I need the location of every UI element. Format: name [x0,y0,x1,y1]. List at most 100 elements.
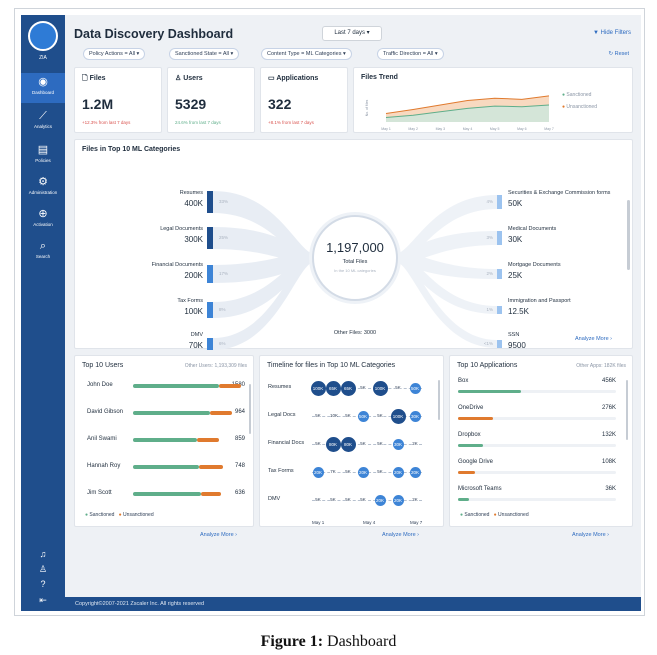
timeline-bubble[interactable]: 20K [312,466,324,478]
timeline-analyze-more-link[interactable]: Analyze More › [382,532,420,538]
timeline-bubble[interactable]: 5K [395,385,401,391]
apps-analyze-more-link[interactable]: Analyze More › [572,532,610,538]
timeline-bubble[interactable]: 5K [330,497,336,503]
timeline-bubble[interactable]: 100K [390,408,406,424]
users-scrollbar[interactable] [249,384,251,434]
trend-tick-label: May 6 [517,127,527,131]
users-card[interactable]: ♙ Users 5329 24.6% from last 7 days [167,67,255,133]
filter-label: Content Type = ML Categories [267,51,342,57]
apps-card[interactable]: ▭ Applications 322 +8.1% from last 7 day… [260,67,348,133]
top-users-title: Top 10 Users [82,362,124,369]
timeline-bubble[interactable]: 20K [409,466,421,478]
apps-scrollbar[interactable] [626,380,628,440]
timeline-bubble[interactable]: 30K [392,438,404,450]
left-category-pct: 17% [219,271,229,276]
timeline-scrollbar[interactable] [438,380,440,420]
sidebar-item-policies[interactable]: ▤ Policies [21,141,65,171]
timeline-bubble[interactable]: 5K [377,469,383,475]
left-category-bar[interactable] [207,338,213,350]
timeline-bubble[interactable]: 10K [330,413,339,419]
hide-filters-link[interactable]: ▼ Hide Filters [593,30,631,36]
timeline-bubble[interactable]: 50K [357,410,369,422]
timeline-bubble[interactable]: 5K [315,441,321,447]
timeline-bubble[interactable]: 50K [409,382,421,394]
timeline-bubble[interactable]: 20K [357,466,369,478]
timeline-bubble[interactable]: 100K [372,380,388,396]
timeline-bubble[interactable]: 5K [345,497,351,503]
user-file-count: 964 [234,409,245,415]
users-analyze-more-link[interactable]: Analyze More › [200,532,238,538]
users-value: 5329 [175,96,207,112]
total-files-label: Total Files [342,259,368,265]
timeline-bubble[interactable]: 5K [360,441,366,447]
timeline-bubble[interactable]: 30K [409,410,421,422]
timeline-bubble[interactable]: 65K [325,380,341,396]
timeline-bubble[interactable]: 80K [340,436,356,452]
analyze-more-label: Analyze More [200,532,234,538]
sidebar-item-activation[interactable]: ⊕ Activation [21,205,65,235]
right-category-bar[interactable] [497,340,502,348]
timeline-bubble[interactable]: 20K [392,494,404,506]
apps-card-title: ▭ Applications [268,74,318,82]
files-card[interactable]: 🗋 Files 1.2M +12.3% from last 7 days [74,67,162,133]
timeline-bubble[interactable]: 5K [360,385,366,391]
user-icon[interactable]: ♙ [38,564,48,574]
filter-sanctioned-state[interactable]: Sanctioned State = All ▾ [169,48,240,60]
timeline-bubble[interactable]: 20K [392,466,404,478]
help-icon[interactable]: ? [40,579,46,589]
app-bar-track [458,444,616,447]
globe-logo-icon[interactable] [28,21,58,51]
filter-policy-actions[interactable]: Policy Actions = All ▾ [83,48,146,60]
timeline-bubble[interactable]: 2K [412,497,418,503]
left-category-bar[interactable] [207,302,213,318]
trend-tick-label: May 2 [408,127,418,131]
timeline-bubble[interactable]: 65K [340,380,356,396]
reset-button[interactable]: ↻ Reset [608,51,629,57]
right-category-bar[interactable] [497,269,502,279]
filter-content-type[interactable]: Content Type = ML Categories ▾ [261,48,352,60]
legend-label: Sanctioned [566,92,592,98]
main-content: Data Discovery Dashboard Last 7 days ▾ ▼… [65,15,641,597]
timeline-bubble[interactable]: 5K [345,469,351,475]
timeline-bubble[interactable]: 5K [345,413,351,419]
right-category-pct: 3% [486,235,493,240]
unsanctioned-dot-icon: ● [493,512,497,518]
timeline-bubble[interactable]: 2K [412,441,418,447]
timeline-bubble[interactable]: 5K [377,441,383,447]
ml-title: Files in Top 10 ML Categories [82,146,181,153]
sidebar-item-dashboard[interactable]: ◉ Dashboard [21,73,65,103]
scrollbar[interactable] [627,200,630,270]
right-category-bar[interactable] [497,195,502,209]
timeline-bubble[interactable]: 20K [374,494,386,506]
sidebar-item-analytics[interactable]: ⟋ Analytics [21,107,65,137]
right-category-value: 25K [508,271,523,280]
left-category-bar[interactable] [207,265,213,283]
sidebar-item-search[interactable]: ⌕ Search [21,237,65,267]
right-category-pct: 1% [486,307,493,312]
other-files: Other Files: 3000 [333,330,377,336]
right-category-name: Mortgage Documents [508,262,561,268]
filter-label: Traffic Direction = All [383,51,434,57]
timeline-bubble[interactable]: 5K [315,497,321,503]
timeline-bubble[interactable]: 100K [310,380,326,396]
analyze-more-link[interactable]: Analyze More › [575,336,613,342]
left-category-bar[interactable] [207,227,213,249]
collapse-icon[interactable]: ⇤ [39,595,47,605]
timeline-category: Financial Docs [268,440,305,446]
apps-delta: +8.1% from last 7 days [268,120,314,125]
timeline-bubble[interactable]: 5K [315,413,321,419]
legend-label: Unsanctioned [123,512,154,518]
right-category-bar[interactable] [497,231,502,245]
date-range-select[interactable]: Last 7 days ▾ [322,26,382,41]
right-category-bar[interactable] [497,306,502,314]
timeline-bubble[interactable]: 80K [325,436,341,452]
files-value: 1.2M [82,96,114,112]
timeline-bubble[interactable]: 5K [360,497,366,503]
left-category-bar[interactable] [207,191,213,213]
right-category-name: Medical Documents [508,226,557,232]
sidebar-item-administration[interactable]: ⚙ Administration [21,173,65,203]
bell-icon[interactable]: ♫ [39,549,47,559]
filter-traffic-direction[interactable]: Traffic Direction = All ▾ [377,48,444,60]
timeline-bubble[interactable]: 5K [377,413,383,419]
timeline-bubble[interactable]: 7K [330,469,336,475]
